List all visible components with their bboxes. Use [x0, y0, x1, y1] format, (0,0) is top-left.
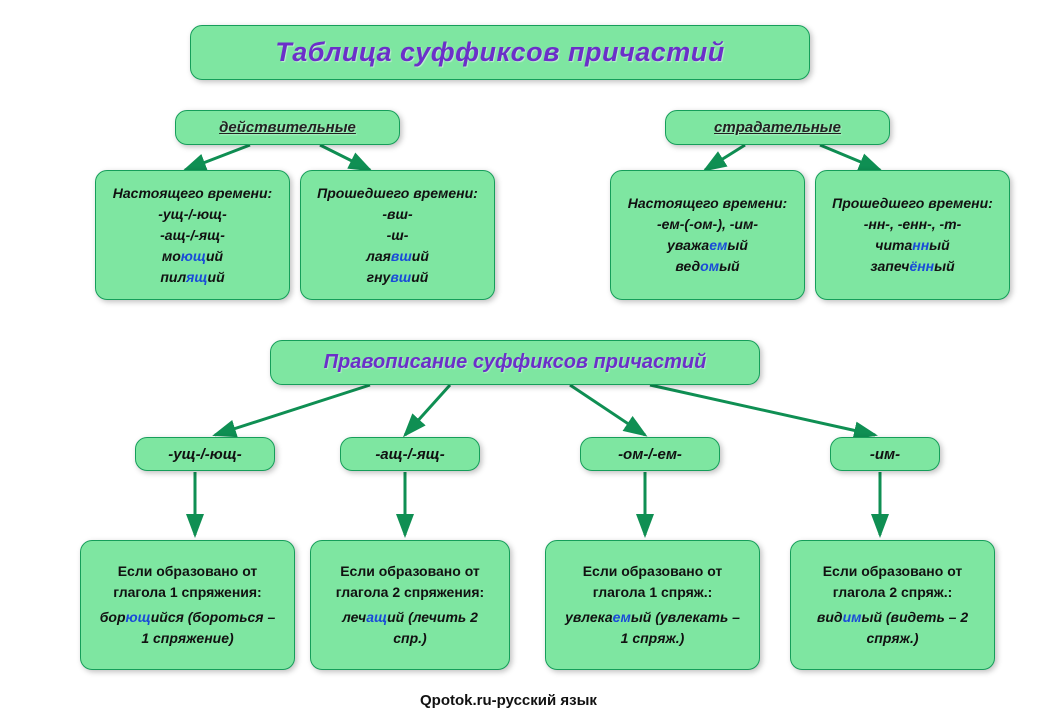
suffix-box-0: -ущ-/-ющ- — [135, 437, 275, 471]
top-cell-example: уважаемый — [667, 235, 748, 256]
top-cell-example: читанный — [875, 235, 949, 256]
top-cell-header: Прошедшего времени: — [317, 183, 478, 204]
top-cell-line: -ущ-/-ющ- — [158, 204, 227, 225]
branch-right-label: страдательные — [714, 119, 841, 136]
suffix-label: -ущ-/-ющ- — [168, 446, 242, 463]
bottom-cell-example: видимый (видеть – 2 спряж.) — [805, 607, 980, 649]
bottom-cell-plain: Если образовано от глагола 1 спряж.: — [560, 561, 745, 603]
top-cell-example: моющий — [162, 246, 223, 267]
bottom-cell-1: Если образовано от глагола 2 спряжения: … — [310, 540, 510, 670]
suffix-label: -ащ-/-ящ- — [375, 446, 444, 463]
bottom-cell-plain: Если образовано от глагола 2 спряж.: — [805, 561, 980, 603]
top-cell-3: Прошедшего времени:-нн-, -енн-, -т-читан… — [815, 170, 1010, 300]
top-cell-example: пилящий — [160, 267, 224, 288]
bottom-cell-example: увлекаемый (увлекать – 1 спряж.) — [560, 607, 745, 649]
top-cell-line: -нн-, -енн-, -т- — [864, 214, 962, 235]
top-cell-header: Настоящего времени: — [628, 193, 787, 214]
bottom-cell-plain: Если образовано от глагола 1 спряжения: — [95, 561, 280, 603]
top-cell-example: ведомый — [675, 256, 739, 277]
top-cell-line: -вш- — [382, 204, 412, 225]
bottom-cell-example: лечащий (лечить 2 спр.) — [325, 607, 495, 649]
branch-right: страдательные — [665, 110, 890, 145]
top-cell-example: лаявший — [366, 246, 429, 267]
suffix-box-3: -им- — [830, 437, 940, 471]
bottom-cell-3: Если образовано от глагола 2 спряж.: вид… — [790, 540, 995, 670]
top-cell-header: Настоящего времени: — [113, 183, 272, 204]
bottom-cell-0: Если образовано от глагола 1 спряжения: … — [80, 540, 295, 670]
suffix-box-2: -ом-/-ем- — [580, 437, 720, 471]
top-cell-example: гнувший — [367, 267, 429, 288]
footer-text: Qpotok.ru-русский язык — [420, 692, 597, 709]
top-cell-line: -ш- — [387, 225, 409, 246]
branch-left: действительные — [175, 110, 400, 145]
suffix-label: -им- — [870, 446, 900, 463]
section2-title: Правописание суффиксов причастий — [324, 351, 707, 374]
top-cell-header: Прошедшего времени: — [832, 193, 993, 214]
suffix-label: -ом-/-ем- — [618, 446, 682, 463]
bottom-cell-plain: Если образовано от глагола 2 спряжения: — [325, 561, 495, 603]
suffix-box-1: -ащ-/-ящ- — [340, 437, 480, 471]
top-cell-2: Настоящего времени:-ем-(-ом-), -им-уважа… — [610, 170, 805, 300]
bottom-cell-example: борющийся (бороться – 1 спряжение) — [95, 607, 280, 649]
top-cell-line: -ащ-/-ящ- — [160, 225, 225, 246]
top-cell-line: -ем-(-ом-), -им- — [657, 214, 758, 235]
top-cell-example: запечённый — [870, 256, 954, 277]
section2-title-box: Правописание суффиксов причастий — [270, 340, 760, 385]
branch-left-label: действительные — [219, 119, 356, 136]
top-cell-1: Прошедшего времени:-вш--ш-лаявшийгнувший — [300, 170, 495, 300]
top-cell-0: Настоящего времени:-ущ-/-ющ--ащ-/-ящ-мою… — [95, 170, 290, 300]
bottom-cell-2: Если образовано от глагола 1 спряж.: увл… — [545, 540, 760, 670]
main-title-box: Таблица суффиксов причастий — [190, 25, 810, 80]
main-title: Таблица суффиксов причастий — [275, 37, 724, 68]
